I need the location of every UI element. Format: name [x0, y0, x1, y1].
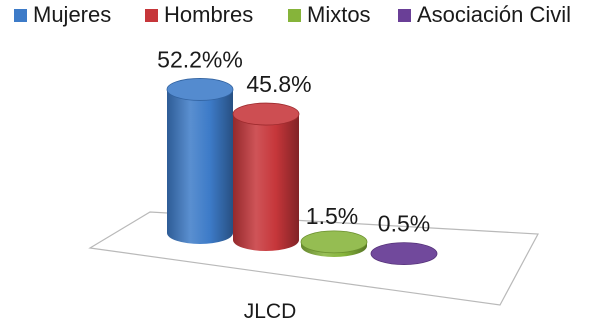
legend-swatch-asociacion-civil [398, 9, 411, 22]
data-label-hombres: 45.8% [246, 71, 311, 97]
bar-body-hombres [233, 114, 299, 251]
data-label-mujeres: 52.2%% [157, 46, 243, 72]
bars [166, 78, 438, 266]
legend-label-hombres: Hombres [164, 2, 253, 27]
bar-top-mujeres [166, 78, 234, 101]
legend: Mujeres Hombres Mixtos Asociación Civil [14, 2, 571, 27]
legend-label-asociacion-civil: Asociación Civil [417, 2, 571, 27]
legend-label-mujeres: Mujeres [33, 2, 111, 27]
bar-mixtos [300, 230, 368, 257]
legend-swatch-mixtos [288, 9, 301, 22]
legend-swatch-mujeres [14, 9, 27, 22]
bar-top-asociacion-civil [370, 242, 438, 266]
data-labels: 52.2%%45.8% 1.5% 0.5% [157, 46, 430, 236]
bar-hombres [232, 102, 300, 251]
bar-mujeres [166, 78, 234, 244]
data-label-asociacion-civil: 0.5% [378, 211, 430, 237]
bar-body-mujeres [167, 89, 233, 244]
legend-label-mixtos: Mixtos [307, 2, 371, 27]
bar-asociacion-civil [370, 242, 438, 266]
legend-swatch-hombres [145, 9, 158, 22]
bar-top-mixtos [300, 230, 368, 254]
category-label: JLCD [244, 300, 297, 323]
bar-top-hombres [232, 102, 300, 126]
data-label-mixtos: 1.5% [306, 203, 358, 229]
